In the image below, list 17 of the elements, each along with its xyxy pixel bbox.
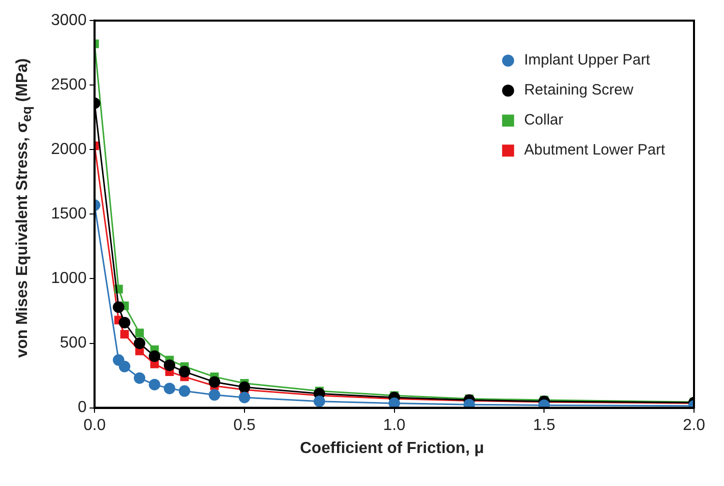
y-tick-label: 0	[78, 399, 87, 416]
x-tick-label: 0.5	[233, 416, 256, 434]
legend-label: Collar	[524, 112, 564, 129]
x-tick-label: 0.0	[83, 416, 106, 434]
x-tick-label: 1.5	[533, 416, 556, 434]
legend-label: Retaining Screw	[524, 82, 634, 99]
y-tick-label: 1500	[51, 206, 87, 223]
x-tick-label: 2.0	[682, 416, 706, 434]
legend-label: Abutment Lower Part	[524, 142, 666, 159]
y-tick-label: 2500	[51, 76, 87, 94]
y-tick-label: 1000	[51, 270, 87, 288]
legend-label: Implant Upper Part	[524, 52, 651, 69]
y-tick-label: 2000	[51, 141, 87, 158]
y-tick-label: 3000	[51, 12, 87, 30]
x-axis-title: Coefficient of Friction, μ	[298, 440, 485, 458]
x-tick-label: 1.0	[383, 416, 406, 434]
y-tick-label: 500	[60, 334, 87, 352]
